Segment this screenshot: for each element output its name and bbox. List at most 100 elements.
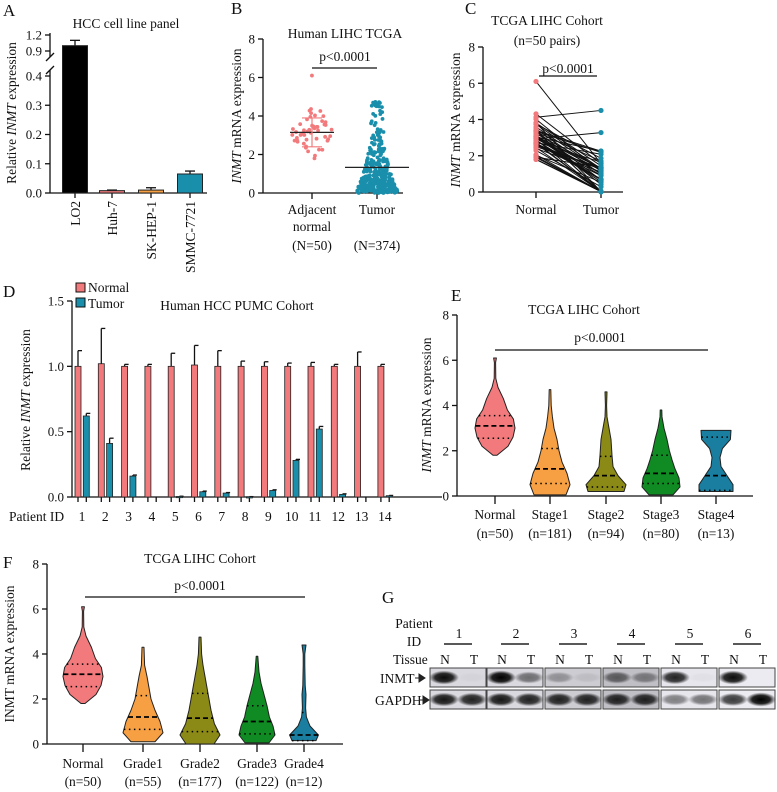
data-point bbox=[385, 161, 390, 166]
y-label-text: mRNA expression bbox=[448, 52, 463, 155]
x-tick-label: SK-HEP-1 bbox=[144, 201, 159, 260]
chart-title: TCGA LIHC Cohort bbox=[144, 551, 256, 566]
data-point-tumor bbox=[598, 181, 604, 187]
chart-title: Human HCC PUMC Cohort bbox=[160, 298, 314, 313]
legend-swatch-normal bbox=[75, 282, 86, 293]
panel-d: D Normal Tumor Human HCC PUMC Cohort Rel… bbox=[3, 280, 442, 524]
blot-band bbox=[486, 670, 516, 685]
x-tick-sample-size: (n=13) bbox=[698, 526, 735, 541]
data-point bbox=[381, 159, 385, 164]
violin-grade2 bbox=[179, 636, 221, 745]
y-tick-label: 0 bbox=[469, 185, 476, 200]
data-point bbox=[307, 127, 312, 132]
p-value: p<0.0001 bbox=[174, 578, 226, 593]
x-label: Tumor bbox=[359, 202, 396, 217]
data-point bbox=[376, 138, 381, 142]
plot-area: 0 2 4 6 8 bbox=[249, 32, 409, 201]
blot-band bbox=[718, 670, 748, 685]
y-tick-label: 0.9 bbox=[26, 44, 42, 59]
tissue-label-normal: N bbox=[671, 652, 681, 667]
bar-normal bbox=[284, 365, 292, 498]
blot-band bbox=[688, 693, 718, 706]
data-point-normal bbox=[533, 152, 539, 158]
panel-label-g: G bbox=[382, 588, 394, 607]
data-point bbox=[368, 176, 372, 181]
panel-label-e: E bbox=[451, 286, 461, 305]
data-point bbox=[384, 184, 388, 188]
data-point bbox=[325, 138, 330, 143]
bar-normal bbox=[260, 365, 268, 498]
y-label-gene: INMT bbox=[419, 439, 434, 474]
x-tick-sample-size: (n=94) bbox=[588, 526, 625, 541]
y-tick-label: 2 bbox=[469, 148, 476, 163]
x-tick-label: 10 bbox=[285, 509, 299, 524]
bar-normal bbox=[307, 365, 315, 498]
bar-tumor bbox=[199, 491, 207, 498]
data-point bbox=[302, 128, 306, 133]
panel-c: C TCGA LIHC Cohort (n=50 pairs) p<0.0001… bbox=[448, 0, 623, 217]
violin-grade1 bbox=[122, 646, 164, 743]
pair-line bbox=[535, 150, 602, 188]
y-label-text: expression bbox=[4, 42, 19, 103]
data-point bbox=[306, 149, 310, 154]
violin-grade4 bbox=[289, 644, 319, 742]
y-axis-label: INMT mRNA expression bbox=[448, 52, 463, 188]
x-tick-sample-size: (n=50) bbox=[477, 526, 514, 541]
patient-id: 4 bbox=[629, 626, 636, 641]
bar-lo2 bbox=[62, 45, 88, 194]
plot-area: 0 2 4 6 8 Normal (n=50) Grade1 (n=55) Grade2 (n=17… bbox=[33, 557, 343, 789]
blot-band bbox=[602, 671, 632, 684]
tissue-label-tumor: T bbox=[585, 652, 594, 667]
y-tick-label: 0.0 bbox=[48, 490, 64, 505]
data-point bbox=[380, 117, 385, 121]
blot-band bbox=[514, 692, 544, 707]
data-point-normal bbox=[533, 144, 539, 150]
tissue-label-normal: N bbox=[555, 652, 565, 667]
data-point bbox=[304, 137, 309, 142]
pair-line bbox=[535, 130, 602, 193]
bar-tumor bbox=[129, 475, 137, 498]
y-label-gene: INMT bbox=[229, 150, 244, 185]
bar-normal bbox=[354, 365, 362, 498]
data-point-normal bbox=[533, 127, 539, 134]
bar-tumor bbox=[222, 492, 230, 498]
data-point bbox=[385, 190, 390, 195]
x-tick-label: Stage4 bbox=[698, 507, 735, 522]
y-tick-label: 0.3 bbox=[26, 98, 42, 113]
bar-normal bbox=[74, 365, 82, 498]
blot-band bbox=[544, 692, 574, 707]
blot-band bbox=[457, 672, 487, 682]
x-tick-label: Stage2 bbox=[588, 507, 625, 522]
y-tick-label: 0 bbox=[443, 489, 450, 504]
bar-tumor bbox=[176, 496, 183, 499]
x-tick-sample-size: (n=80) bbox=[643, 526, 680, 541]
x-tick-sample-size: (n=12) bbox=[286, 774, 323, 789]
data-point-normal bbox=[533, 156, 539, 162]
data-point bbox=[392, 185, 396, 189]
patient-id: 1 bbox=[456, 626, 463, 641]
x-tick-label: Grade4 bbox=[284, 756, 324, 771]
data-point bbox=[368, 179, 373, 184]
data-point bbox=[376, 178, 381, 182]
data-point bbox=[381, 189, 386, 194]
data-point bbox=[311, 124, 316, 129]
y-tick-label: 2 bbox=[249, 147, 256, 162]
y-tick-label: 1.5 bbox=[48, 294, 64, 309]
tissue-label-tumor: T bbox=[701, 652, 710, 667]
data-point bbox=[371, 178, 376, 183]
y-label-text: mRNA expression bbox=[419, 337, 434, 440]
arrow-icon bbox=[419, 695, 430, 705]
y-axis-label: Relative INMT expression bbox=[18, 329, 33, 471]
blot-band bbox=[429, 670, 459, 685]
pair-line bbox=[535, 158, 602, 192]
data-point-tumor bbox=[598, 177, 604, 183]
data-point bbox=[375, 127, 380, 132]
pair-line bbox=[535, 146, 602, 169]
panel-b: B Human LIHC TCGA p<0.0001 INMT mRNA exp… bbox=[229, 0, 409, 253]
data-point-tumor bbox=[598, 165, 604, 171]
y-tick-label: 4 bbox=[469, 112, 476, 127]
pair-line bbox=[535, 123, 602, 170]
data-point bbox=[380, 169, 385, 174]
data-point bbox=[298, 122, 303, 127]
pair-line bbox=[535, 109, 602, 118]
